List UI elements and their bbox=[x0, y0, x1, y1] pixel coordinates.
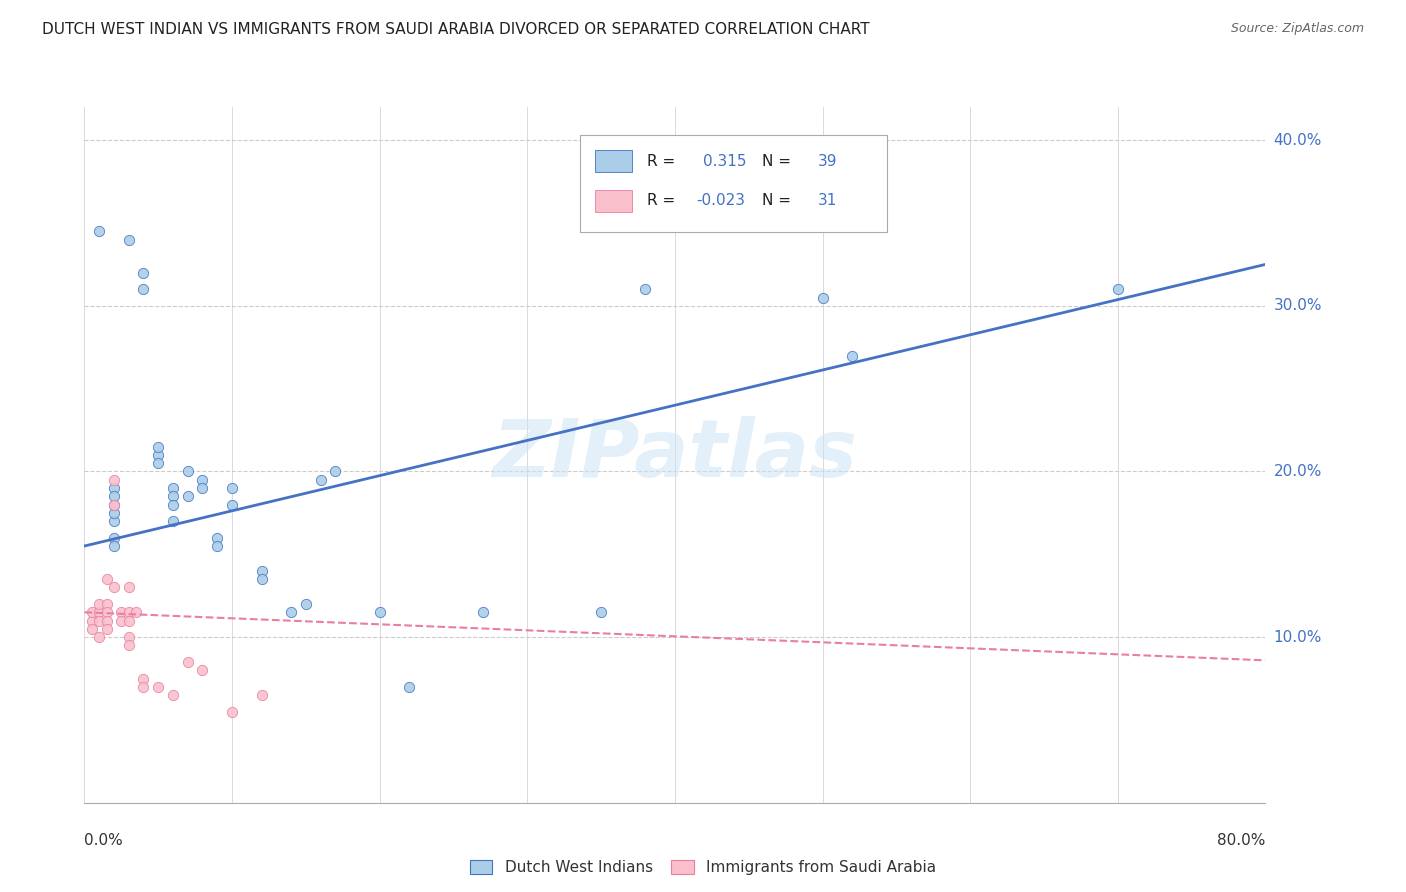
Point bbox=[118, 233, 141, 247]
Point bbox=[841, 349, 863, 363]
Point bbox=[132, 266, 155, 280]
Point bbox=[205, 531, 228, 545]
Text: R =: R = bbox=[647, 153, 679, 169]
Point bbox=[472, 605, 495, 619]
Point bbox=[1107, 282, 1129, 296]
Text: -0.023: -0.023 bbox=[696, 194, 745, 209]
Text: 80.0%: 80.0% bbox=[1218, 833, 1265, 848]
Point bbox=[191, 473, 214, 487]
Point bbox=[118, 630, 141, 644]
Point bbox=[280, 605, 302, 619]
Text: N =: N = bbox=[762, 194, 796, 209]
Point bbox=[132, 680, 155, 694]
Point bbox=[87, 630, 111, 644]
Point bbox=[162, 481, 184, 495]
Text: 0.315: 0.315 bbox=[703, 153, 747, 169]
Point bbox=[368, 605, 391, 619]
Point bbox=[811, 291, 834, 305]
Text: 39: 39 bbox=[818, 153, 838, 169]
Point bbox=[118, 581, 141, 595]
Point bbox=[103, 506, 125, 520]
Point bbox=[118, 639, 141, 653]
Legend: Dutch West Indians, Immigrants from Saudi Arabia: Dutch West Indians, Immigrants from Saud… bbox=[465, 855, 941, 880]
Point bbox=[110, 605, 132, 619]
Point bbox=[250, 572, 273, 586]
Point bbox=[148, 456, 170, 470]
Point bbox=[162, 498, 184, 512]
Point bbox=[148, 448, 170, 462]
Text: 30.0%: 30.0% bbox=[1274, 298, 1322, 313]
Point bbox=[87, 224, 111, 238]
Point bbox=[80, 605, 103, 619]
Point bbox=[125, 605, 148, 619]
FancyBboxPatch shape bbox=[595, 150, 633, 172]
Point bbox=[110, 614, 132, 628]
Point bbox=[162, 489, 184, 503]
Point bbox=[103, 498, 125, 512]
Point bbox=[191, 481, 214, 495]
Point bbox=[103, 531, 125, 545]
Point bbox=[96, 572, 118, 586]
Point bbox=[118, 605, 141, 619]
Point bbox=[103, 514, 125, 528]
Point bbox=[96, 622, 118, 636]
Point bbox=[103, 489, 125, 503]
Point bbox=[80, 614, 103, 628]
Point bbox=[250, 688, 273, 702]
Point bbox=[162, 688, 184, 702]
Text: 20.0%: 20.0% bbox=[1274, 464, 1322, 479]
Text: R =: R = bbox=[647, 194, 679, 209]
Text: ZIPatlas: ZIPatlas bbox=[492, 416, 858, 494]
Point bbox=[103, 481, 125, 495]
Point bbox=[103, 473, 125, 487]
Text: 0.0%: 0.0% bbox=[84, 833, 124, 848]
Point bbox=[323, 465, 347, 479]
Point bbox=[103, 539, 125, 553]
Point bbox=[591, 605, 613, 619]
Text: DUTCH WEST INDIAN VS IMMIGRANTS FROM SAUDI ARABIA DIVORCED OR SEPARATED CORRELAT: DUTCH WEST INDIAN VS IMMIGRANTS FROM SAU… bbox=[42, 22, 870, 37]
Point bbox=[634, 282, 657, 296]
Point bbox=[162, 514, 184, 528]
Point bbox=[87, 614, 111, 628]
Point bbox=[96, 605, 118, 619]
Text: Source: ZipAtlas.com: Source: ZipAtlas.com bbox=[1230, 22, 1364, 36]
Text: N =: N = bbox=[762, 153, 796, 169]
Point bbox=[80, 622, 103, 636]
Point bbox=[96, 597, 118, 611]
FancyBboxPatch shape bbox=[581, 135, 887, 232]
Point bbox=[295, 597, 318, 611]
Point bbox=[87, 605, 111, 619]
Point bbox=[205, 539, 228, 553]
Point bbox=[148, 440, 170, 454]
FancyBboxPatch shape bbox=[595, 190, 633, 212]
Point bbox=[309, 473, 332, 487]
Point bbox=[132, 672, 155, 686]
Point bbox=[398, 680, 420, 694]
Point bbox=[177, 489, 200, 503]
Point bbox=[118, 614, 141, 628]
Text: 31: 31 bbox=[818, 194, 837, 209]
Point bbox=[103, 581, 125, 595]
Point bbox=[148, 680, 170, 694]
Point bbox=[221, 481, 243, 495]
Point bbox=[177, 655, 200, 669]
Text: 40.0%: 40.0% bbox=[1274, 133, 1322, 148]
Point bbox=[103, 498, 125, 512]
Text: 10.0%: 10.0% bbox=[1274, 630, 1322, 645]
Point bbox=[132, 282, 155, 296]
Point bbox=[87, 597, 111, 611]
Point bbox=[221, 705, 243, 719]
Point bbox=[191, 663, 214, 677]
Point bbox=[96, 614, 118, 628]
Point bbox=[221, 498, 243, 512]
Point bbox=[177, 465, 200, 479]
Point bbox=[250, 564, 273, 578]
